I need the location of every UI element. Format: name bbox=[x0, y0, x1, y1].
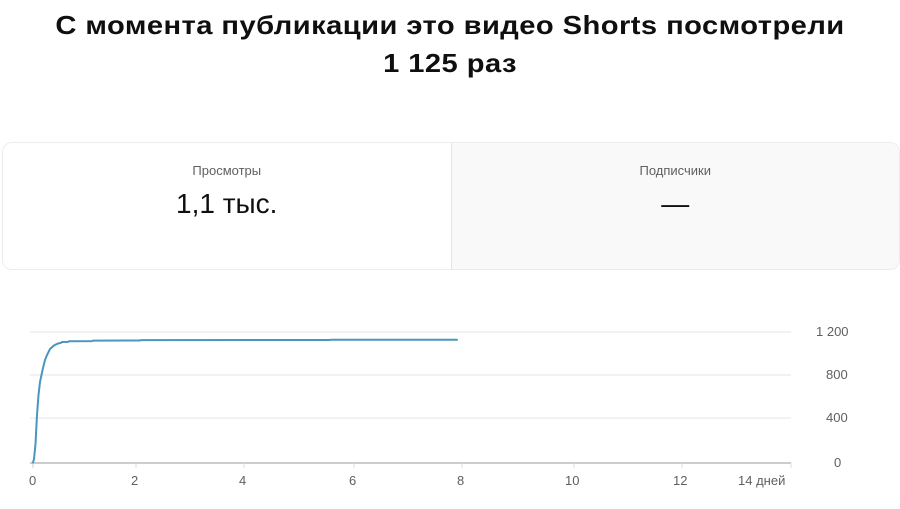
svg-text:8: 8 bbox=[457, 473, 464, 488]
svg-text:1 200: 1 200 bbox=[816, 324, 849, 339]
svg-text:4: 4 bbox=[239, 473, 246, 488]
svg-text:0: 0 bbox=[29, 473, 36, 488]
svg-text:12: 12 bbox=[673, 473, 687, 488]
svg-text:800: 800 bbox=[826, 367, 848, 382]
svg-text:0: 0 bbox=[834, 455, 841, 470]
svg-text:2: 2 bbox=[131, 473, 138, 488]
svg-text:14 дней: 14 дней bbox=[738, 473, 785, 488]
svg-text:6: 6 bbox=[349, 473, 356, 488]
svg-text:10: 10 bbox=[565, 473, 579, 488]
svg-text:400: 400 bbox=[826, 410, 848, 425]
